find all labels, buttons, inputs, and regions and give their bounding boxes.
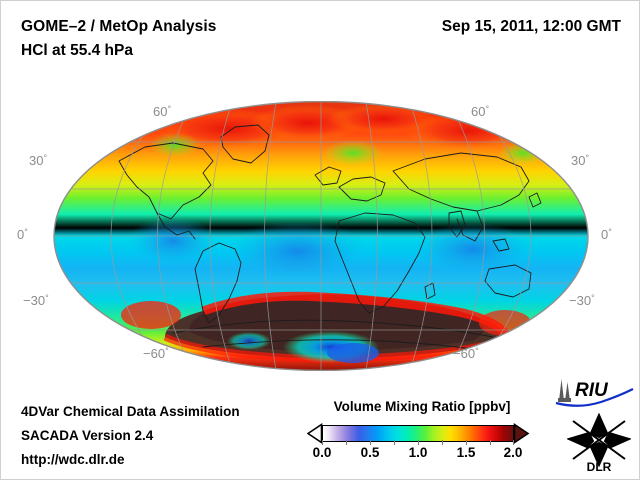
colorbar: Volume Mixing Ratio [ppbv] 0.0 0.5 1.0 1… [307,399,547,471]
riu-logo: RIU [553,375,635,407]
lat-label-left-m30: −30° [23,293,49,308]
footer-method: 4DVar Chemical Data Assimilation [21,404,240,419]
colorbar-tick-0: 0.0 [312,445,332,460]
globe-outline [53,101,589,371]
lat-label-right-m60: −60° [453,346,479,361]
dlr-wordmark: DLR [587,460,612,473]
title-species-level: HCl at 55.4 hPa [21,42,133,59]
graticule [54,101,588,371]
colorbar-bar [307,423,541,445]
colorbar-tick-3: 1.5 [456,445,476,460]
riu-swoosh-icon [555,388,634,407]
cathedral-spires-icon [558,379,571,402]
lat-label-left-0: 0° [17,227,28,242]
lat-label-left-60: 60° [153,104,172,119]
colorbar-title: Volume Mixing Ratio [ppbv] [333,399,511,414]
title-instrument: GOME–2 / MetOp Analysis [21,18,217,35]
dlr-pinwheel-icon [566,412,632,468]
footer-version: SACADA Version 2.4 [21,428,154,443]
riu-wordmark: RIU [575,380,609,401]
colorbar-ticks [322,440,514,446]
title-datetime: Sep 15, 2011, 12:00 GMT [441,18,621,35]
colorbar-tick-2: 1.0 [408,445,428,460]
colorbar-caps [307,423,530,444]
mollweide-map [53,101,589,371]
colorbar-cap-left-under-icon [307,423,323,444]
lat-label-left-m60: −60° [143,346,169,361]
colorbar-tick-1: 0.5 [360,445,380,460]
lat-label-right-m30: −30° [569,293,595,308]
footer-url[interactable]: http://wdc.dlr.de [21,452,125,467]
colorbar-cap-right-over-icon [513,423,530,444]
colorbar-tick-4: 2.0 [503,445,523,460]
lat-label-right-60: 60° [471,104,490,119]
colorbar-tick-labels: 0.0 0.5 1.0 1.5 2.0 [307,445,541,465]
dlr-logo: DLR [566,412,632,474]
lat-label-left-30: 30° [29,153,48,168]
lat-label-right-0: 0° [601,227,612,242]
map-svg [53,101,589,371]
lat-label-right-30: 30° [571,153,590,168]
